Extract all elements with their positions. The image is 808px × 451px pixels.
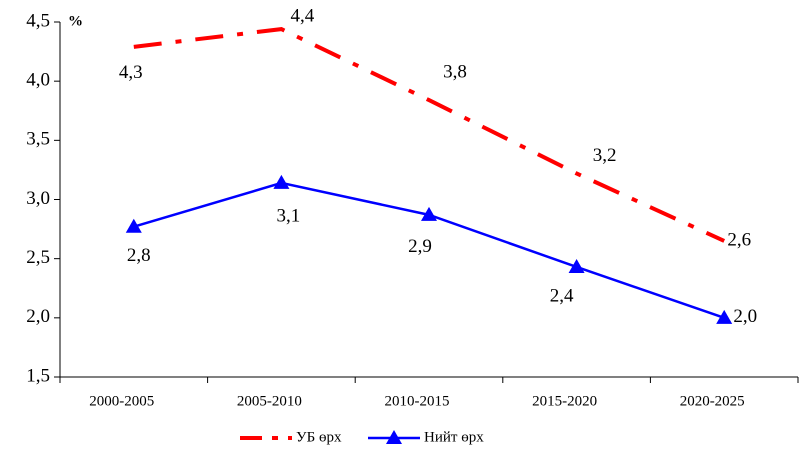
marker (716, 309, 733, 324)
y-tick-label: 2,0 (26, 306, 50, 327)
marker (421, 206, 437, 221)
legend-label: Нийт өрх (424, 429, 484, 445)
y-tick-label: 4,0 (26, 70, 50, 91)
x-tick-label: 2010-2015 (385, 393, 450, 409)
y-tick-label: 1,5 (26, 365, 50, 386)
data-label: 2,4 (550, 285, 574, 306)
legend-marker (386, 430, 402, 444)
data-label: 2,8 (127, 245, 151, 266)
x-tick-label: 2015-2020 (532, 393, 597, 409)
x-tick-label: 2005-2010 (237, 393, 302, 409)
y-tick-label: 4,5 (26, 10, 50, 31)
data-label: 2,6 (727, 229, 751, 250)
data-label: 4,3 (119, 62, 143, 83)
marker (125, 218, 142, 233)
y-unit-label: % (68, 13, 83, 29)
data-label: 2,0 (733, 306, 757, 327)
y-tick-label: 2,5 (26, 247, 50, 268)
y-tick-label: 3,0 (26, 188, 50, 209)
marker (568, 258, 585, 273)
data-label: 4,4 (291, 5, 315, 26)
data-label: 2,9 (408, 236, 432, 257)
x-tick-label: 2000-2005 (89, 393, 154, 409)
data-label: 3,2 (593, 145, 617, 166)
line-series (133, 27, 726, 243)
data-label: 3,1 (277, 205, 301, 226)
y-tick-label: 3,5 (26, 129, 50, 150)
data-label: 3,8 (443, 61, 467, 82)
legend-label: УБ өрх (296, 429, 342, 445)
x-tick-label: 2020-2025 (680, 393, 745, 409)
marker (273, 174, 290, 189)
